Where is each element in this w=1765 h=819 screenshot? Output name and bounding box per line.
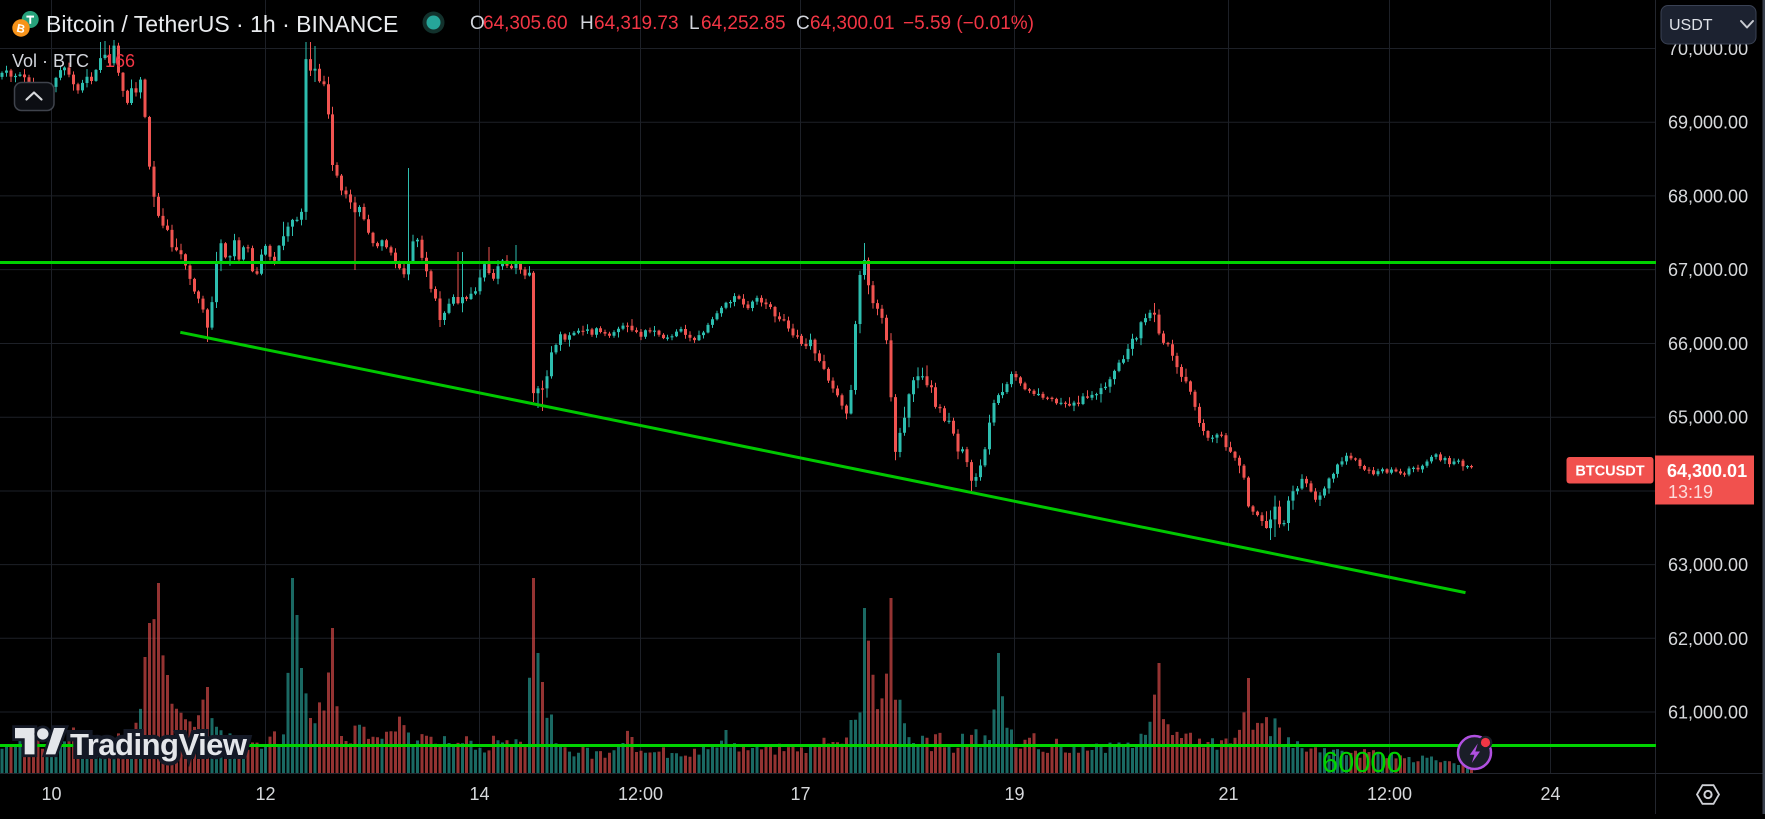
svg-text:L: L xyxy=(689,13,700,34)
svg-text:67,000.00: 67,000.00 xyxy=(1668,260,1748,280)
svg-text:17: 17 xyxy=(790,784,810,804)
svg-text:64,319.73: 64,319.73 xyxy=(594,13,679,34)
svg-text:64,305.60: 64,305.60 xyxy=(483,13,568,34)
svg-text:13:19: 13:19 xyxy=(1668,482,1713,502)
svg-text:166: 166 xyxy=(105,51,135,71)
svg-text:−5.59 (−0.01%): −5.59 (−0.01%) xyxy=(903,13,1034,34)
svg-text:C: C xyxy=(796,13,810,34)
svg-text:63,000.00: 63,000.00 xyxy=(1668,555,1748,575)
svg-text:12:00: 12:00 xyxy=(618,784,663,804)
svg-text:64,300.01: 64,300.01 xyxy=(810,13,895,34)
svg-text:68,000.00: 68,000.00 xyxy=(1668,186,1748,206)
svg-text:12:00: 12:00 xyxy=(1367,784,1412,804)
svg-text:TradingView: TradingView xyxy=(70,727,248,762)
svg-text:24: 24 xyxy=(1540,784,1560,804)
svg-text:Bitcoin / TetherUS · 1h · BINA: Bitcoin / TetherUS · 1h · BINANCE xyxy=(46,11,398,37)
svg-text:60000: 60000 xyxy=(1322,747,1403,779)
svg-text:14: 14 xyxy=(469,784,489,804)
svg-text:19: 19 xyxy=(1004,784,1024,804)
svg-text:BTCUSDT: BTCUSDT xyxy=(1575,464,1644,480)
svg-text:61,000.00: 61,000.00 xyxy=(1668,703,1748,723)
svg-text:Vol · BTC: Vol · BTC xyxy=(12,51,89,71)
svg-text:69,000.00: 69,000.00 xyxy=(1668,113,1748,133)
svg-text:64,252.85: 64,252.85 xyxy=(701,13,786,34)
svg-text:21: 21 xyxy=(1218,784,1238,804)
svg-text:10: 10 xyxy=(41,784,61,804)
svg-text:12: 12 xyxy=(255,784,275,804)
svg-text:USDT: USDT xyxy=(1669,17,1713,34)
svg-text:65,000.00: 65,000.00 xyxy=(1668,408,1748,428)
svg-text:64,300.01: 64,300.01 xyxy=(1667,461,1747,481)
svg-text:62,000.00: 62,000.00 xyxy=(1668,629,1748,649)
svg-text:H: H xyxy=(580,13,594,34)
svg-text:66,000.00: 66,000.00 xyxy=(1668,334,1748,354)
